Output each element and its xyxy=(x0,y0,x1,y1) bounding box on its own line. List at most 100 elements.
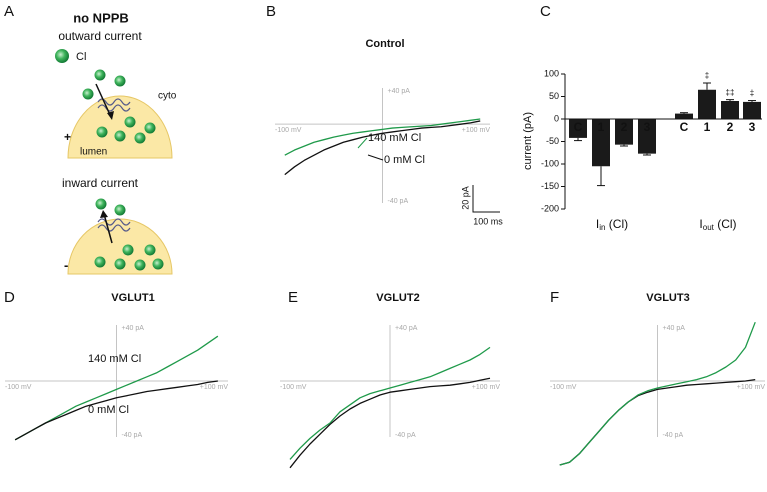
section-title: inward current xyxy=(62,176,139,190)
y-tick-label: -150 xyxy=(541,181,559,191)
panel-label: B xyxy=(266,3,276,20)
axis-label: -100 mV xyxy=(550,384,577,391)
trace xyxy=(284,118,481,156)
trace-label: 0 mM Cl xyxy=(384,154,425,166)
panel-label: A xyxy=(4,3,14,20)
ion xyxy=(82,88,94,100)
scale-label: 20 pA xyxy=(460,186,470,210)
panel-a: A no NPPB outward current Cl cyto lumen … xyxy=(4,3,177,275)
group-label-suffix: (Cl) xyxy=(605,217,628,231)
trace xyxy=(14,380,218,441)
bar xyxy=(592,119,610,167)
bar-label: 3 xyxy=(644,120,651,134)
axis-label: -40 pA xyxy=(388,198,409,205)
cell-label: lumen xyxy=(80,147,107,158)
ion xyxy=(124,116,136,128)
chart-title: VGLUT3 xyxy=(646,292,689,304)
panel-label: D xyxy=(4,289,15,306)
legend-dot xyxy=(55,49,69,63)
trace-arrow xyxy=(357,137,368,149)
axis-label: +40 pA xyxy=(122,325,145,332)
section-title: outward current xyxy=(58,29,142,43)
scale-bar xyxy=(472,185,500,213)
cell xyxy=(67,95,173,159)
y-axis-label: current (pA) xyxy=(522,112,534,170)
bar xyxy=(721,101,739,119)
bar-label: C xyxy=(574,120,583,134)
ion xyxy=(134,259,146,271)
ion xyxy=(144,244,156,256)
ion xyxy=(94,69,106,81)
significance: ‡ xyxy=(705,71,709,80)
charge-sign: + xyxy=(64,130,71,144)
group-label-main: I xyxy=(596,217,599,231)
diagram-title: no NPPB xyxy=(73,10,129,25)
group-label-main: I xyxy=(699,217,702,231)
y-tick-label: 100 xyxy=(544,68,559,78)
significance: ‡‡ xyxy=(726,88,735,97)
bar-label: 1 xyxy=(598,120,605,134)
ion xyxy=(114,130,126,142)
bar xyxy=(569,119,587,138)
y-tick-label: 0 xyxy=(554,113,559,123)
panel-label: F xyxy=(550,289,559,306)
cell-label: cyto xyxy=(158,91,177,102)
bar xyxy=(698,89,716,119)
group-label-sub: out xyxy=(703,223,715,232)
trace xyxy=(284,120,481,176)
trace xyxy=(559,321,756,466)
ion xyxy=(122,244,134,256)
axis-label: -40 pA xyxy=(663,432,684,439)
bar xyxy=(615,119,633,145)
arrow xyxy=(103,213,113,244)
axis-label: -40 pA xyxy=(395,432,416,439)
axis-label: +100 mV xyxy=(737,384,766,391)
transporter xyxy=(97,218,131,232)
y-tick-label: -50 xyxy=(546,136,559,146)
ion xyxy=(94,256,106,268)
bar xyxy=(638,119,656,154)
bar xyxy=(675,113,693,119)
bar-label: 2 xyxy=(621,120,628,134)
bar-label: 3 xyxy=(749,120,756,134)
panel-label: C xyxy=(540,3,551,20)
chart-title: VGLUT2 xyxy=(376,292,419,304)
axis-label: -40 pA xyxy=(122,432,143,439)
bar xyxy=(743,101,761,119)
axis-label: -100 mV xyxy=(280,384,307,391)
trace xyxy=(289,377,491,469)
y-tick-label: -100 xyxy=(541,158,559,168)
ion xyxy=(152,258,164,270)
trace-label: 140 mM Cl xyxy=(368,132,421,144)
cell xyxy=(67,218,173,275)
axis-label: -100 mV xyxy=(5,384,32,391)
bar-label: 1 xyxy=(704,120,711,134)
group-label-suffix: (Cl) xyxy=(714,217,737,231)
axis-label: -100 mV xyxy=(275,127,302,134)
axis-label: +40 pA xyxy=(395,325,418,332)
ion xyxy=(96,126,108,138)
trace-arrow xyxy=(367,154,384,161)
arrow-head xyxy=(107,111,114,120)
scale-label: 100 ms xyxy=(473,216,503,226)
group-label: Iout (Cl) xyxy=(699,217,736,232)
legend-label: Cl xyxy=(76,51,86,63)
trace-label: 140 mM Cl xyxy=(88,353,141,365)
axis-label: +100 mV xyxy=(462,127,491,134)
trace xyxy=(289,346,491,460)
ion xyxy=(114,258,126,270)
y-tick-label: 50 xyxy=(549,91,559,101)
charge-sign: - xyxy=(64,257,68,272)
chart-title: VGLUT1 xyxy=(111,292,154,304)
ion xyxy=(114,204,126,216)
chart-title: Control xyxy=(365,38,404,50)
arrow-head xyxy=(100,210,108,218)
bar-label: C xyxy=(680,120,689,134)
ion xyxy=(95,198,107,210)
ion xyxy=(134,132,146,144)
trace-label: 0 mM Cl xyxy=(88,404,129,416)
y-tick-label: -200 xyxy=(541,203,559,213)
ion xyxy=(144,122,156,134)
panel-label: E xyxy=(288,289,298,306)
axis-label: +40 pA xyxy=(663,325,686,332)
